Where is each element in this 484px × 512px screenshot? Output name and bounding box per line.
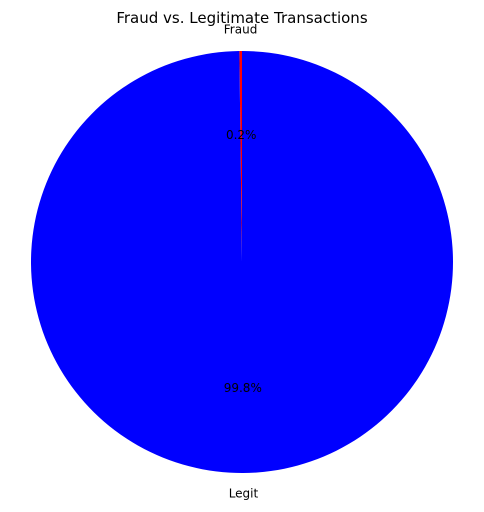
chart-title: Fraud vs. Legitimate Transactions xyxy=(116,9,367,27)
pie-slice-legit xyxy=(31,51,454,473)
slice-percent-fraud: 0.2% xyxy=(226,128,257,142)
pie-slice-fraud xyxy=(239,51,242,262)
slice-label-legit: Legit xyxy=(229,487,259,501)
pie-slices xyxy=(31,51,454,473)
slice-percent-legit: 99.8% xyxy=(224,381,262,395)
slice-label-fraud: Fraud xyxy=(224,22,258,36)
pie-labels: Fraud 0.2% Legit 99.8% xyxy=(224,22,262,500)
